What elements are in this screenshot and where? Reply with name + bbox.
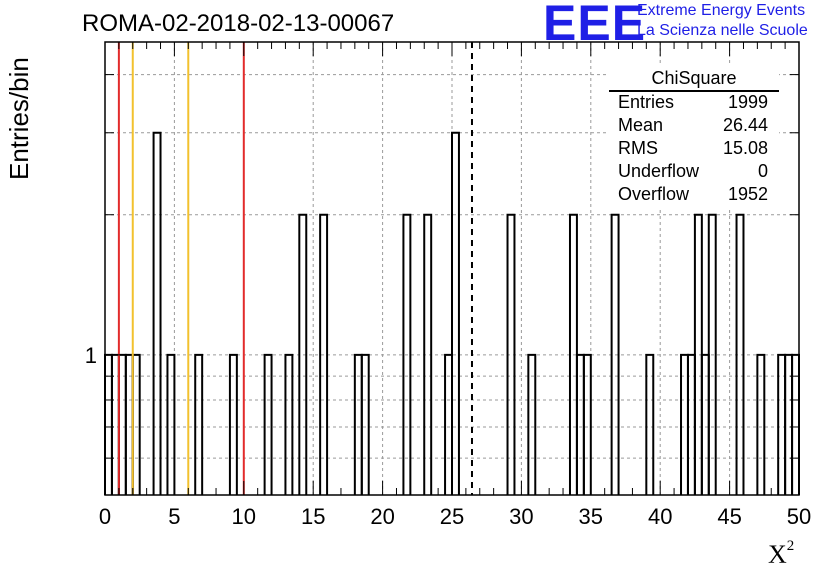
histogram-bin [263, 353, 273, 495]
stats-row-overflow: Overflow 1952 [618, 184, 768, 206]
stats-value: 1999 [727, 92, 768, 112]
histogram-bin [707, 213, 717, 495]
x-tick-label: 35 [579, 504, 603, 529]
stats-box: ChiSquare Entries 1999 Mean 26.44 RMS 15… [609, 64, 779, 210]
stats-label: Overflow [618, 184, 690, 204]
x-axis-label: Χ2 [768, 538, 795, 570]
histogram-bin [527, 353, 537, 495]
histogram-bin [284, 353, 294, 495]
chart-title: ROMA-02-2018-02-13-00067 [82, 10, 395, 37]
x-tick-label: 25 [440, 504, 464, 529]
histogram-bin [506, 213, 516, 495]
histogram-bin [423, 213, 433, 495]
x-tick-label: 30 [509, 504, 533, 529]
x-tick-label: 50 [787, 504, 811, 529]
y-tick-label: 1 [85, 343, 97, 368]
stats-value: 0 [757, 161, 768, 181]
bars-layer [104, 131, 800, 495]
histogram-bin [228, 353, 238, 495]
x-tick-label: 20 [370, 504, 394, 529]
stats-label: Entries [618, 92, 675, 112]
stats-label: Underflow [618, 161, 700, 181]
x-tick-label: 45 [717, 504, 741, 529]
histogram-bin [645, 353, 655, 495]
histogram-bin [451, 131, 460, 495]
histogram-bin [152, 131, 162, 495]
logo-line-1: Extreme Energy Events [637, 2, 806, 19]
stats-value: 26.44 [722, 115, 768, 135]
stats-row-entries: Entries 1999 [618, 92, 768, 114]
stats-title: ChiSquare [651, 68, 737, 88]
stats-label: RMS [618, 138, 658, 158]
stats-separator [609, 90, 779, 92]
tick-labels-layer: 0 5 10 15 20 25 30 35 40 45 50 1 [85, 343, 811, 529]
x-tick-label: 10 [232, 504, 256, 529]
histogram-bin [298, 213, 308, 495]
stats-value: 1952 [727, 184, 768, 204]
logo-line-2: La Scienza nelle Scuole [637, 22, 808, 39]
histogram-bin [756, 353, 766, 495]
stats-value: 15.08 [722, 138, 768, 158]
stats-row-rms: RMS 15.08 [618, 138, 768, 160]
stats-row-underflow: Underflow 0 [618, 161, 768, 183]
histogram-bin [166, 353, 176, 495]
axes-layer [104, 41, 800, 496]
histogram-bin [194, 353, 204, 495]
x-tick-label: 40 [648, 504, 672, 529]
histogram-bin [735, 213, 745, 495]
reference-lines-layer [117, 42, 473, 495]
x-tick-label: 0 [99, 504, 111, 529]
x-tick-label: 15 [301, 504, 325, 529]
histogram-bin [610, 213, 620, 495]
histogram-bin [360, 353, 370, 495]
stats-label: Mean [618, 115, 664, 135]
x-axis-label-exponent: 2 [786, 538, 795, 554]
x-axis-label-base: Χ [768, 540, 787, 569]
stats-row-mean: Mean 26.44 [618, 115, 768, 137]
histogram-bin [402, 213, 412, 495]
histogram-bin [319, 213, 329, 495]
histogram-bin [582, 353, 592, 495]
x-tick-label: 5 [168, 504, 180, 529]
